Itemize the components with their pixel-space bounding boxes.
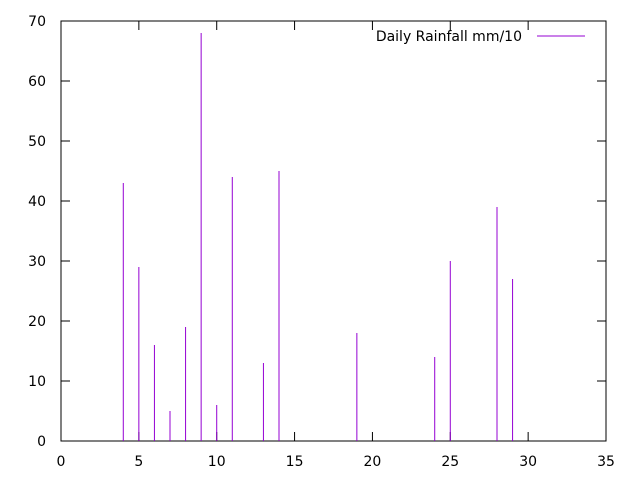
y-tick-label: 20 [28, 314, 46, 330]
y-tick-label: 70 [28, 14, 46, 30]
legend: Daily Rainfall mm/10 [376, 29, 585, 45]
plot-frame [60, 20, 607, 442]
x-tick-label: 5 [134, 454, 143, 470]
legend-label: Daily Rainfall mm/10 [376, 29, 522, 45]
x-tick-label: 35 [597, 454, 615, 470]
y-tick-label: 50 [28, 134, 46, 150]
y-tick-label: 60 [28, 74, 46, 90]
y-tick-label: 30 [28, 254, 46, 270]
series-layer [122, 33, 514, 441]
y-tick-label: 40 [28, 194, 46, 210]
y-tick-label: 0 [37, 434, 46, 450]
x-tick-label: 15 [286, 454, 304, 470]
y-tick-label: 10 [28, 374, 46, 390]
x-tick-label: 25 [441, 454, 459, 470]
x-tick-label: 20 [364, 454, 382, 470]
x-tick-label: 10 [208, 454, 226, 470]
x-tick-label: 0 [57, 454, 66, 470]
tick-layer: 0 5 10 15 20 25 30 35 0 10 20 30 40 50 60 70 [28, 14, 615, 470]
x-tick-label: 30 [519, 454, 537, 470]
plot-frame-layer [60, 20, 607, 442]
